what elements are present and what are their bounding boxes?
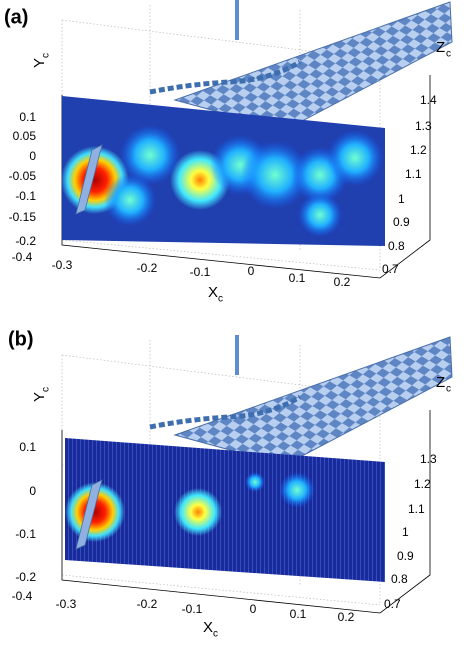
box-line [61,239,381,271]
x-tick-label: -0.3 [56,597,77,611]
heatmap [62,125,383,237]
y-tick-label: -0.1 [15,527,36,541]
x-tick-label: 0.2 [338,610,355,624]
x-axis-label-sub: c [213,629,218,640]
x-tick-label: 0 [248,264,255,278]
panel-label: (b) [8,328,34,350]
rod [235,0,239,40]
z-axis-label-sub: c [446,49,451,60]
heat-spot [174,488,222,536]
x-tick-label: -0.3 [52,258,73,272]
heat-spot [241,141,309,209]
x-tick-label: -0.2 [137,261,158,275]
z-tick-label: 1.1 [405,167,422,181]
panel-label: (a) [4,6,28,28]
y-tick-label: 0 [29,149,36,163]
probe [75,479,103,550]
heat-spot [104,174,156,226]
x-axis-label-sub: c [218,294,223,305]
z-tick-label: 0.8 [391,572,408,586]
heat-spot [298,193,342,237]
y-tick-label: 0.05 [13,129,37,143]
z-axis-label-main: Z [436,39,445,56]
y-tick-label: -0.2 [15,234,36,248]
z-tick-label: 1.2 [410,143,427,157]
heat-spot [245,472,265,492]
checkerboard [173,336,453,466]
x-tick-label: -0.2 [137,597,158,611]
heat-spot [279,472,315,508]
z-tick-label: 0.8 [388,239,405,253]
z-tick-label: 1.2 [414,477,431,491]
z-tick-label: 1.4 [420,93,437,107]
y-axis-label-sub: c [41,53,52,58]
y-axis-label: Yc [31,387,52,402]
y-tick-label: -0.05 [9,169,37,183]
x-tick-label: 0.1 [289,271,306,285]
heatmap [65,472,315,542]
x-tick-label: -0.4 [12,589,33,603]
y-axis-label-sub: c [41,387,52,392]
x-tick-label: -0.4 [12,250,33,264]
x-tick-label: 0.2 [334,275,351,289]
axis-line [61,410,431,614]
x-tick-label: -0.1 [182,602,203,616]
rod [235,335,239,375]
y-axis-label-main: Y [31,58,48,68]
plots: 0.1 0.05 0 -0.05 -0.1 -0.15 -0.2 -0.4 -0.3 -0.2 -0… [4,0,453,640]
y-tick-label: -0.2 [15,570,36,584]
y-tick-label: 0 [29,484,36,498]
z-tick-label: 0.9 [397,549,414,563]
z-tick-label: 0.7 [382,262,399,276]
x-tick-label: 0.1 [290,607,307,621]
heat-spot [65,482,125,542]
x-tick-label: -0.1 [190,265,211,279]
y-tick-label: -0.15 [9,210,37,224]
y-tick-label: -0.1 [15,189,36,203]
x-axis-label-main: X [208,284,218,301]
x-axis-label-main: X [203,619,213,636]
heat-spot [327,130,383,186]
heat-spot [120,125,180,185]
z-tick-label: 1 [402,525,409,539]
y-tick-label: 0.1 [19,440,36,454]
checkerboard [173,1,453,131]
y-axis-label: Yc [31,53,52,68]
z-axis-label-sub: c [446,384,451,395]
z-tick-label: 0.7 [384,597,401,611]
z-tick-label: 1.3 [415,119,432,133]
z-tick-label: 0.9 [393,215,410,229]
y-tick-label: 0.1 [19,110,36,124]
panel: 0.1 0 -0.1 -0.2 -0.4 -0.3 -0.2 -0.1 0 0.1 0.2 1.3 1.… [8,328,453,640]
x-tick-label: 0 [250,602,257,616]
probe [75,144,103,215]
z-tick-label: 1.3 [420,452,437,466]
box-line [61,574,381,606]
panel: 0.1 0.05 0 -0.05 -0.1 -0.15 -0.2 -0.4 -0.3 -0.2 -0… [4,0,453,305]
z-tick-label: 1.1 [408,502,425,516]
z-axis-label-main: Z [436,374,445,391]
z-tick-label: 1 [398,192,405,206]
y-axis-label-main: Y [31,392,48,402]
